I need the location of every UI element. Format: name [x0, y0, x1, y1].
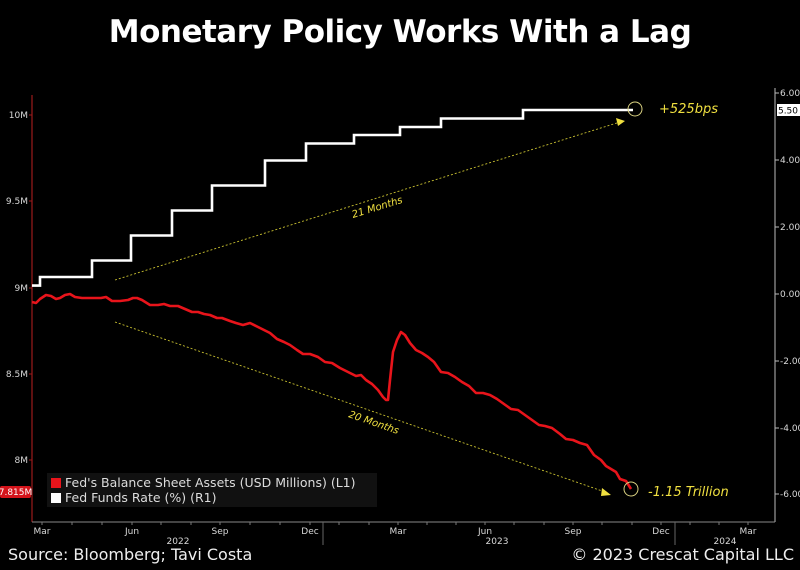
right-tick-label: -2.00: [780, 357, 800, 367]
x-tick-label: Jun: [477, 527, 492, 537]
right-tick-label: 4.00: [780, 156, 800, 166]
left-tick-label: 9M: [15, 284, 29, 294]
legend-swatch-white: [51, 492, 61, 503]
balance-endpoint-marker: [623, 481, 639, 497]
balance-sheet-line: [31, 292, 633, 490]
arrowhead-icon: [601, 488, 611, 496]
x-tick-label: Mar: [390, 527, 407, 537]
annotation-rate-change: +525bps: [659, 102, 718, 117]
x-axis-month-labels: Mar Jun Sep Dec Mar Jun Sep Dec Mar 2022…: [34, 527, 757, 547]
right-tick-label: 2.00: [780, 223, 800, 233]
x-tick-label: Dec: [652, 527, 669, 537]
right-current-value: 5.50: [778, 107, 798, 117]
left-tick-label: 9.5M: [6, 197, 28, 207]
legend-item-balance-sheet: Fed's Balance Sheet Assets (USD Millions…: [51, 475, 373, 490]
x-tick-label: Sep: [212, 527, 229, 537]
rate-endpoint-marker: [627, 101, 643, 117]
x-tick-label: Jun: [124, 527, 139, 537]
x-year-label: 2024: [714, 537, 737, 547]
arrowhead-icon: [616, 118, 625, 126]
left-tick-label: 8M: [15, 456, 29, 466]
x-tick-label: Dec: [301, 527, 318, 537]
lag-arrow-balance: [114, 321, 606, 493]
right-tick-label: -6.00: [780, 490, 800, 500]
x-tick-label: Mar: [34, 527, 51, 537]
legend-item-fed-funds: Fed Funds Rate (%) (R1): [51, 490, 373, 505]
x-tick-label: Sep: [565, 527, 582, 537]
annotation-balance-change: -1.15 Trillion: [648, 485, 729, 500]
left-tick-label: 10M: [9, 111, 28, 121]
x-year-label: 2022: [167, 537, 190, 547]
source-footnote: Source: Bloomberg; Tavi Costa: [8, 545, 253, 564]
left-current-value: 7.815M: [0, 488, 32, 498]
left-current-value-tag: [0, 486, 31, 498]
chart-legend: Fed's Balance Sheet Assets (USD Millions…: [47, 473, 377, 507]
fed-funds-rate-line: [32, 108, 633, 287]
left-axis-ticks: 10M 9.5M 9M 8.5M 8M: [6, 111, 32, 466]
copyright-footnote: © 2023 Crescat Capital LLC: [571, 545, 794, 564]
right-tick-label: -4.00: [780, 424, 800, 434]
right-tick-label: 0.00: [780, 290, 800, 300]
right-axis-ticks: 6.00 4.00 2.00 0.00 -2.00 -4.00 -6.00: [775, 89, 800, 500]
x-axis-ticks: [41, 522, 749, 525]
right-tick-label: 6.00: [780, 89, 800, 99]
legend-swatch-red: [51, 477, 61, 488]
lag-arrow-rate: [114, 121, 621, 281]
legend-label: Fed Funds Rate (%) (R1): [65, 490, 217, 505]
x-year-label: 2023: [486, 537, 509, 547]
legend-label: Fed's Balance Sheet Assets (USD Millions…: [65, 475, 356, 490]
left-tick-label: 8.5M: [6, 370, 28, 380]
annotation-rate-lag: 21 Months: [351, 195, 404, 221]
right-current-value-tag: [777, 104, 800, 116]
x-tick-label: Mar: [740, 527, 757, 537]
chart-title: Monetary Policy Works With a Lag: [108, 14, 692, 50]
annotation-balance-lag: 20 Months: [347, 409, 400, 436]
